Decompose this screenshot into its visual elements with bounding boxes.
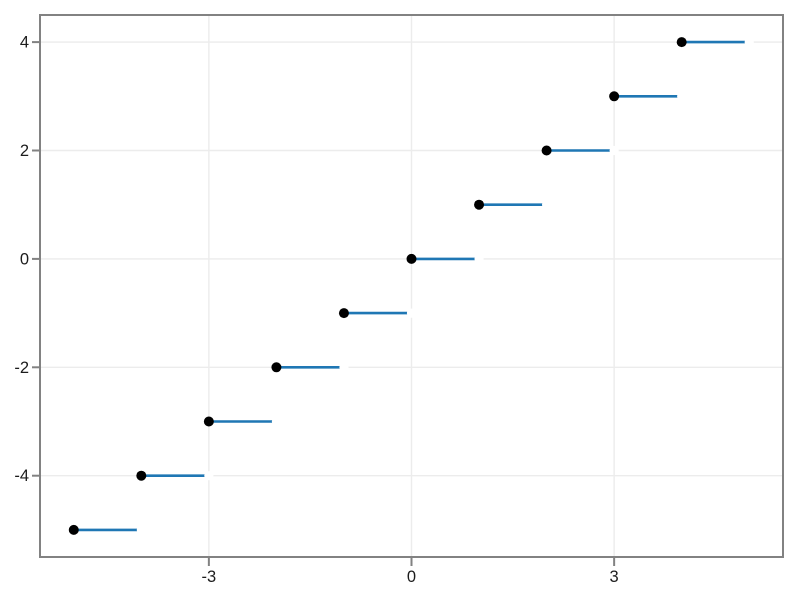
y-tick-label: 2 [20,142,29,160]
data-point-marker [338,308,349,319]
open-endpoint-mask [204,471,214,481]
open-endpoint-mask [339,362,349,372]
data-point-marker [271,362,282,373]
data-point-marker [541,145,552,156]
open-endpoint-mask [406,308,417,318]
open-endpoint-mask [541,200,552,210]
data-point-marker [609,91,620,102]
data-point-marker [676,37,687,48]
x-tick-label: 3 [610,568,619,586]
open-endpoint-mask [474,254,484,264]
open-endpoint-mask [609,145,619,156]
x-tick-label: -3 [202,568,217,586]
plot-frame [39,14,784,558]
data-point-marker [136,470,147,481]
y-tick-label: 0 [20,250,29,268]
open-endpoint-mask [744,37,754,47]
y-tick-label: -2 [14,359,29,377]
data-point-marker [203,416,214,427]
open-endpoint-mask [677,91,687,101]
y-tick-label: -4 [14,467,29,485]
y-tick-label: 4 [20,34,29,52]
data-point-marker [474,199,485,210]
open-endpoint-mask [271,416,282,427]
data-point-marker [406,253,417,264]
x-tick-label: 0 [407,568,416,586]
data-point-marker [68,524,79,535]
open-endpoint-mask [136,525,146,535]
